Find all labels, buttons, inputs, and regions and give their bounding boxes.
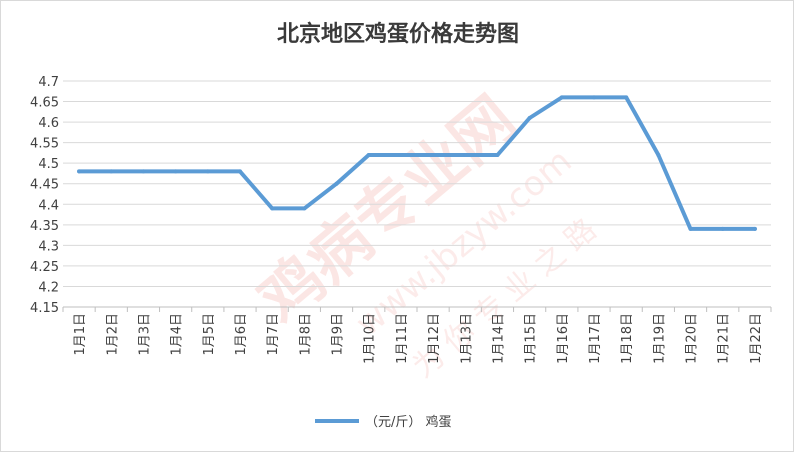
data-point [173,169,178,174]
data-point [527,115,532,120]
x-tick-label: 1月18日 [620,313,635,364]
data-point [238,169,242,174]
legend-label: （元/斤） 鸡蛋 [365,414,452,430]
y-tick-label: 4.7 [38,75,59,90]
y-tick-label: 4.45 [30,178,59,193]
y-tick-label: 4.6 [38,116,59,131]
data-point [302,206,307,211]
x-tick-label: 1月22日 [749,313,764,364]
data-point [270,206,275,211]
x-tick-label: 1月8日 [298,313,313,356]
data-point [463,152,468,157]
axes: 4.15 4.2 4.25 4.3 4.35 4.4 4.45 4.5 4.55 4.6 4.65 4… [30,75,772,364]
y-tick-label: 4.2 [38,280,59,295]
data-point [656,152,661,157]
data-point [398,152,403,157]
x-tick-label: 1月15日 [524,313,539,364]
x-tick-label: 1月10日 [363,313,378,364]
x-tick-label: 1月13日 [459,313,474,364]
data-point [141,169,146,174]
x-tick-label: 1月2日 [105,313,120,356]
x-tick-label: 1月11日 [395,313,410,364]
y-tick-label: 4.65 [30,96,59,111]
x-tick-label: 1月16日 [556,313,571,364]
gridlines [63,80,771,308]
data-point [559,95,564,100]
x-tick-label: 1月9日 [331,313,346,356]
y-tick-label: 4.25 [30,260,59,275]
x-tick-label: 1月20日 [685,313,700,364]
y-tick-label: 4.55 [30,137,59,152]
x-tick-label: 1月5日 [202,313,217,356]
x-tick-label: 1月14日 [491,313,506,364]
x-tick-label: 1月3日 [137,313,152,356]
y-tick-label: 4.35 [30,219,59,234]
x-tick-label: 1月6日 [234,313,249,356]
x-tick-label: 1月19日 [652,313,667,364]
y-tick-label: 4.3 [38,239,59,254]
data-point [334,181,339,186]
x-tick-label: 1月1日 [73,313,88,356]
legend: （元/斤） 鸡蛋 [315,414,452,430]
data-point [366,152,371,157]
data-point [205,169,210,174]
data-point [720,226,725,231]
chart-title: 北京地区鸡蛋价格走势图 [277,21,519,47]
data-point [624,95,629,100]
data-point [752,226,757,231]
data-point [688,226,693,231]
data-point [592,95,596,100]
y-tick-label: 4.4 [38,198,59,213]
x-tick-label: 1月4日 [170,313,185,356]
x-tick-label: 1月21日 [717,313,732,364]
data-point [77,169,82,174]
x-tick-label: 1月12日 [427,313,442,364]
x-tick-label: 1月17日 [588,313,603,364]
y-tick-label: 4.15 [30,301,59,316]
data-point [431,152,436,157]
x-tick-label: 1月7日 [266,313,281,356]
series-layer [77,95,757,231]
data-point [495,152,500,157]
data-point [109,169,114,174]
y-tick-label: 4.5 [38,157,59,172]
series-line [77,95,757,231]
